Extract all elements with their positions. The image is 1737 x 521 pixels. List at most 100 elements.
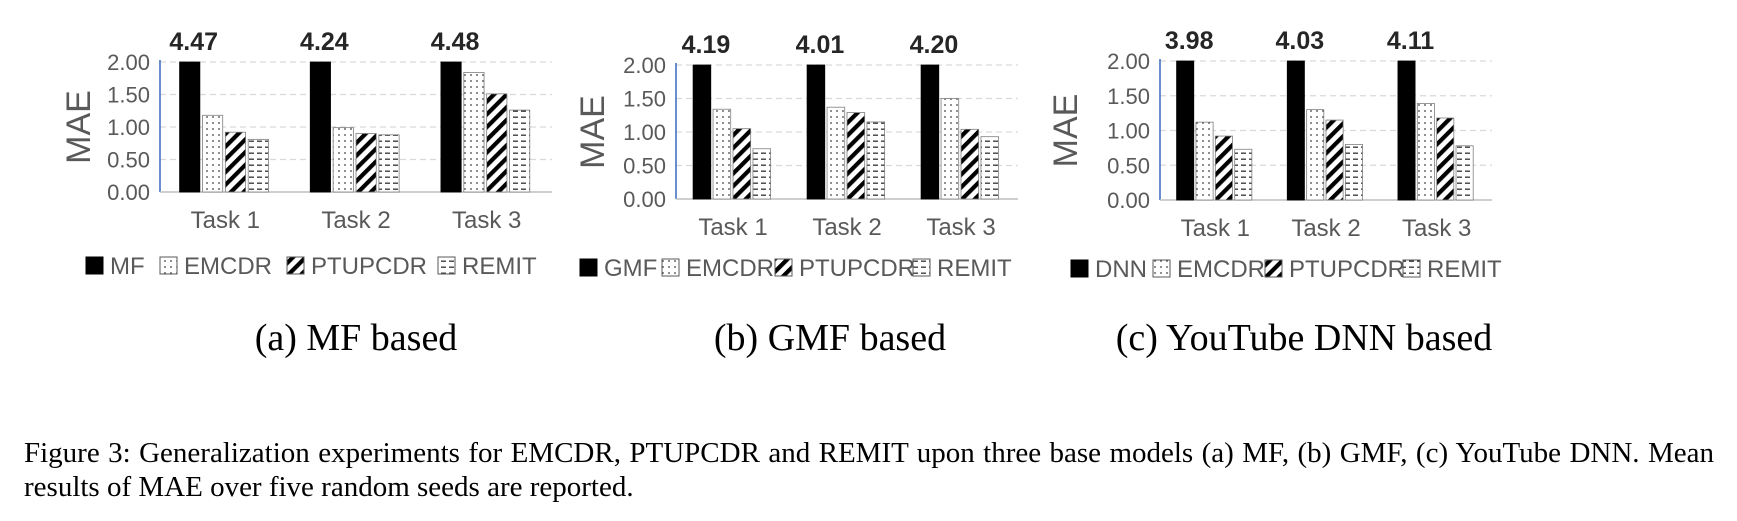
bar-gmf-1 <box>692 64 712 200</box>
bar-remit-3 <box>1455 145 1474 201</box>
bar-mf-2 <box>309 61 331 193</box>
bar-emcdr-2 <box>1306 109 1325 201</box>
y-tick-label: 1.00 <box>623 120 666 145</box>
legend-swatch-mf <box>85 256 104 275</box>
legend-label-mf: MF <box>110 253 145 280</box>
bar-ptupcdr-1 <box>1214 135 1233 201</box>
panel-subtitle: (c) YouTube DNN based <box>1116 317 1493 359</box>
bar-emcdr-3 <box>463 72 485 193</box>
x-tick-label: Task 1 <box>698 214 767 241</box>
legend-label-emcdr: EMCDR <box>686 255 774 282</box>
x-tick-label: Task 3 <box>452 207 521 234</box>
figure-svg: 0.00 0.50 1.00 1.50 2.00 MAE 4.47 Task 1 4.24 Tas… <box>60 27 1502 359</box>
bar-remit-2 <box>1344 143 1363 201</box>
legend-swatch-ptupcdr <box>286 256 305 275</box>
legend-label-ptupcdr: PTUPCDR <box>311 253 427 280</box>
bar-ptupcdr-2 <box>846 112 866 200</box>
legend-label-gmf: GMF <box>604 255 657 282</box>
x-tick-label: Task 2 <box>812 214 881 241</box>
legend-swatch-ptupcdr <box>774 258 793 277</box>
y-tick-label: 1.00 <box>1107 119 1150 144</box>
bar-remit-1 <box>247 138 269 193</box>
bar-emcdr-2 <box>332 127 354 193</box>
bar-emcdr-3 <box>1416 102 1435 201</box>
bar-remit-3 <box>980 136 1000 200</box>
data-label: 4.01 <box>796 31 845 59</box>
bar-gmf-3 <box>920 64 940 200</box>
data-label: 4.48 <box>431 28 480 56</box>
x-tick-label: Task 3 <box>926 214 995 241</box>
bar-ptupcdr-3 <box>1436 117 1455 201</box>
data-label: 4.11 <box>1387 27 1434 55</box>
data-label: 3.98 <box>1165 27 1214 55</box>
y-tick-label: 0.00 <box>623 187 666 212</box>
bar-gmf-2 <box>806 64 826 200</box>
bar-mf-1 <box>179 61 201 193</box>
bar-remit-3 <box>509 109 531 193</box>
bar-emcdr-3 <box>940 98 960 200</box>
legend-label-remit: REMIT <box>937 255 1012 282</box>
y-axis-label: MAE <box>574 95 612 169</box>
bar-ptupcdr-2 <box>355 133 377 193</box>
bar-remit-1 <box>1234 148 1253 201</box>
legend-label-ptupcdr: PTUPCDR <box>1289 256 1405 283</box>
bar-ptupcdr-3 <box>486 93 508 193</box>
chart-panel-1: 0.00 0.50 1.00 1.50 2.00 MAE 4.47 Task 1 4.24 Tas… <box>60 28 552 359</box>
bar-mf-3 <box>440 61 462 193</box>
bar-dnn-1 <box>1176 60 1195 201</box>
x-tick-label: Task 1 <box>1181 215 1250 242</box>
bar-ptupcdr-1 <box>224 131 246 193</box>
panel-subtitle: (a) MF based <box>255 317 458 359</box>
bar-emcdr-1 <box>202 114 224 193</box>
legend-swatch-emcdr <box>661 258 680 277</box>
legend-label-emcdr: EMCDR <box>184 253 272 280</box>
bar-dnn-2 <box>1286 60 1305 201</box>
panel-subtitle: (b) GMF based <box>714 317 946 359</box>
bar-emcdr-1 <box>1195 121 1214 201</box>
bar-emcdr-1 <box>712 108 732 200</box>
figure-caption: Figure 3: Generalization experiments for… <box>24 437 1714 503</box>
y-tick-label: 0.50 <box>107 148 150 173</box>
x-tick-label: Task 2 <box>1291 215 1360 242</box>
y-tick-label: 2.00 <box>623 53 666 78</box>
legend-swatch-emcdr <box>1152 259 1171 278</box>
bar-ptupcdr-2 <box>1325 119 1344 201</box>
data-label: 4.24 <box>300 28 349 56</box>
data-label: 4.19 <box>682 31 731 59</box>
legend-label-remit: REMIT <box>1427 256 1502 283</box>
legend-swatch-gmf <box>579 258 598 277</box>
legend-swatch-remit <box>437 256 456 275</box>
legend-swatch-emcdr <box>159 256 178 275</box>
chart-panel-3: 0.00 0.50 1.00 1.50 2.00 MAE 3.98 Task 1 4.03 Tas… <box>1047 27 1502 359</box>
chart-panel-2: 0.00 0.50 1.00 1.50 2.00 MAE 4.19 Task 1 4.01 Tas… <box>574 31 1018 359</box>
legend-label-emcdr: EMCDR <box>1177 256 1265 283</box>
legend-swatch-remit <box>1402 259 1421 278</box>
bar-remit-1 <box>752 148 772 200</box>
legend-swatch-remit <box>912 258 931 277</box>
y-tick-label: 2.00 <box>107 50 150 75</box>
bar-remit-2 <box>866 121 886 200</box>
legend-label-ptupcdr: PTUPCDR <box>799 255 915 282</box>
y-tick-label: 1.50 <box>623 87 666 112</box>
y-axis-label: MAE <box>1047 94 1085 168</box>
y-tick-label: 0.50 <box>623 154 666 179</box>
y-tick-label: 1.50 <box>1107 84 1150 109</box>
bar-ptupcdr-3 <box>960 128 980 200</box>
legend-swatch-dnn <box>1070 259 1089 278</box>
bar-ptupcdr-1 <box>732 128 752 200</box>
legend-label-dnn: DNN <box>1095 256 1147 283</box>
y-tick-label: 2.00 <box>1107 49 1150 74</box>
x-tick-label: Task 3 <box>1402 215 1471 242</box>
legend-swatch-ptupcdr <box>1264 259 1283 278</box>
data-label: 4.03 <box>1276 27 1325 55</box>
y-tick-label: 1.00 <box>107 115 150 140</box>
y-tick-label: 0.50 <box>1107 153 1150 178</box>
x-tick-label: Task 1 <box>191 207 260 234</box>
legend-label-remit: REMIT <box>462 253 537 280</box>
y-tick-label: 1.50 <box>107 83 150 108</box>
data-label: 4.20 <box>910 31 959 59</box>
data-label: 4.47 <box>169 28 218 56</box>
bar-emcdr-2 <box>826 106 846 200</box>
bar-dnn-3 <box>1397 60 1416 201</box>
